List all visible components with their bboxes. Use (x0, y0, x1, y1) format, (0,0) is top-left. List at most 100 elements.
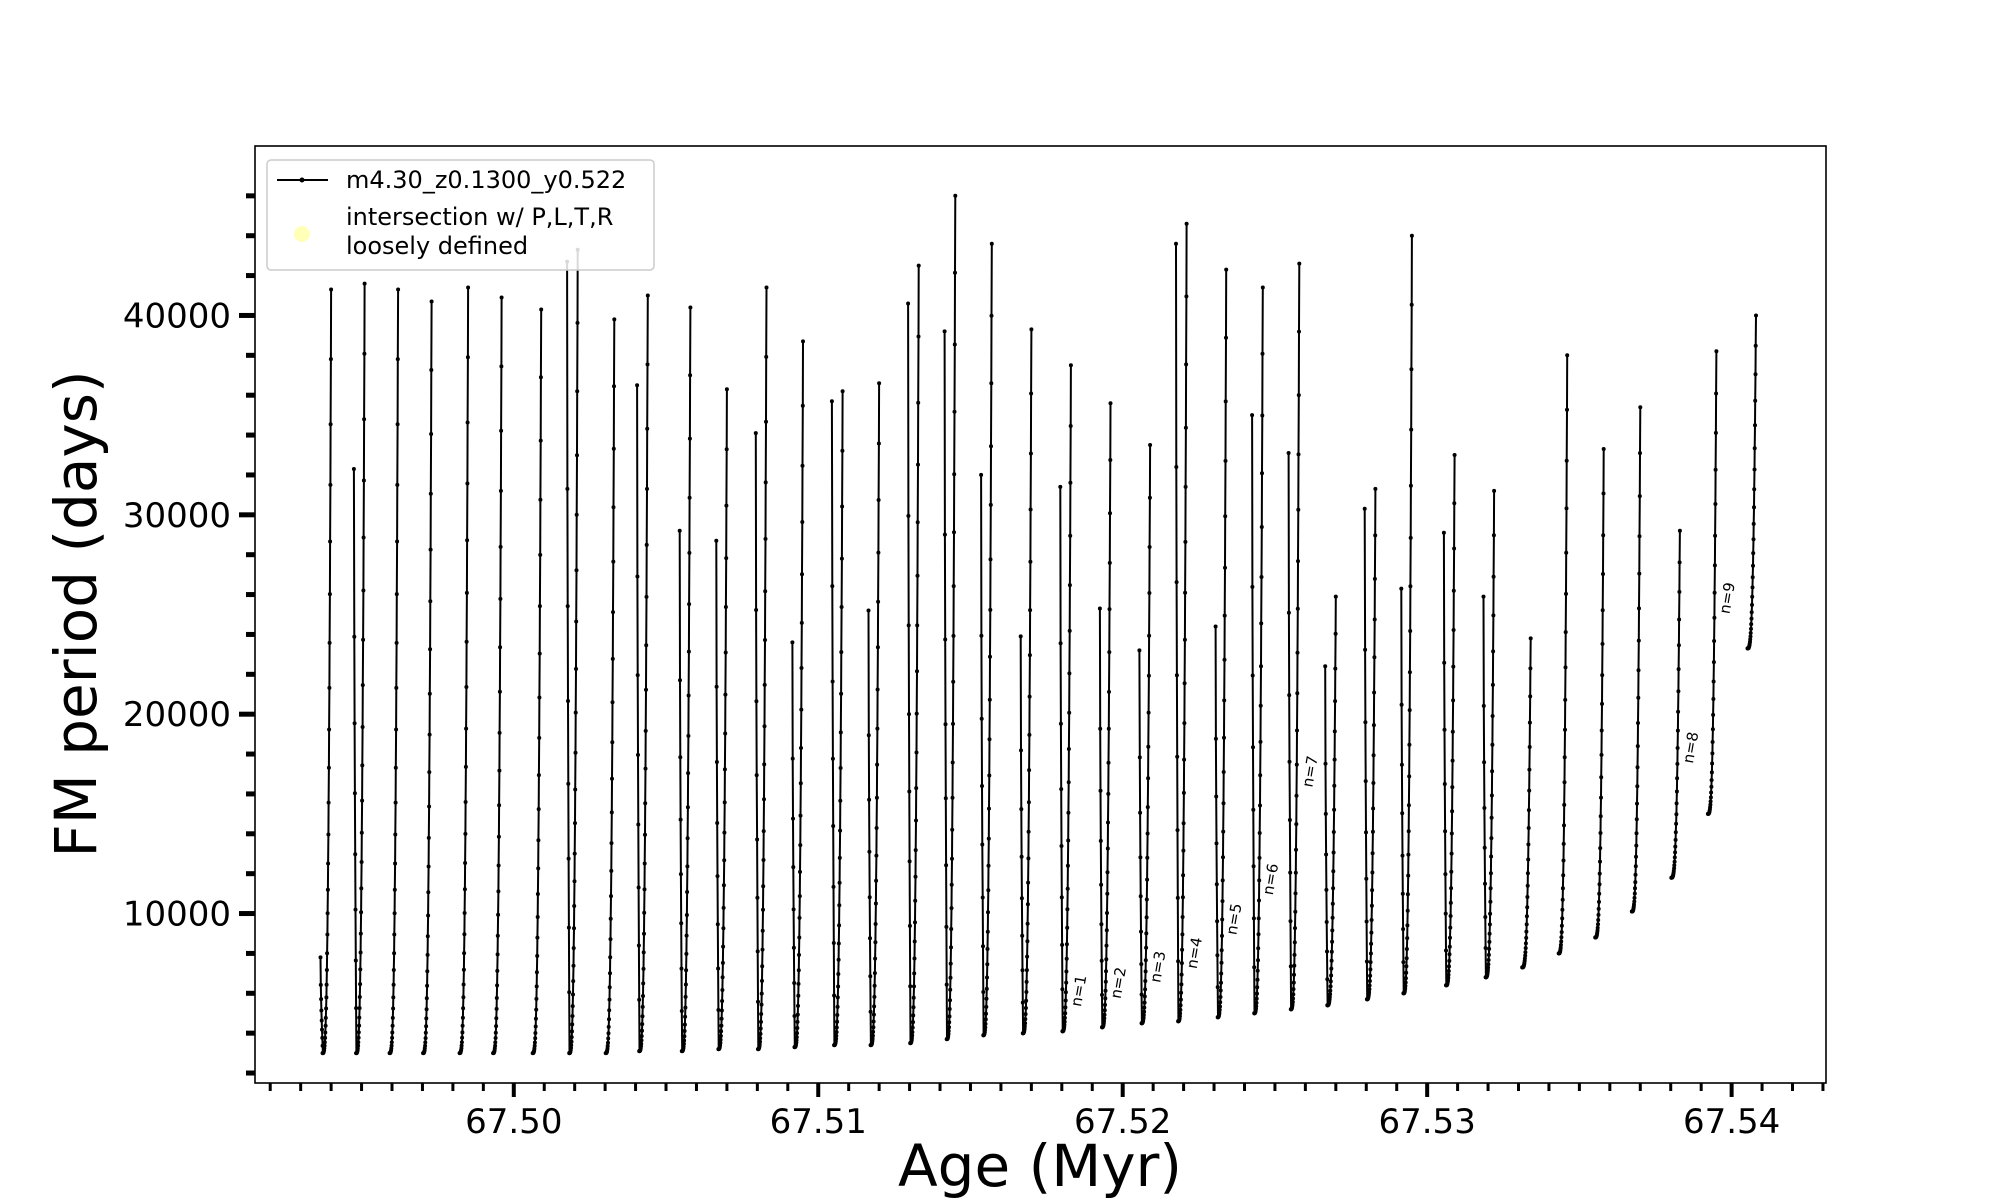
data-point (465, 538, 470, 543)
data-point (1146, 710, 1151, 715)
data-point (1291, 992, 1296, 997)
data-point (460, 1035, 465, 1040)
data-point (1526, 826, 1531, 830)
data-point (684, 933, 689, 938)
data-point (571, 992, 575, 997)
data-point (1527, 767, 1532, 772)
data-point (644, 542, 649, 547)
data-point (1633, 864, 1638, 869)
data-point (791, 865, 796, 870)
data-point (1220, 899, 1225, 904)
data-point (1562, 823, 1566, 828)
data-point (1486, 958, 1491, 962)
data-point (1491, 574, 1496, 579)
data-point (1369, 903, 1374, 908)
data-point (762, 682, 767, 687)
data-point (1482, 760, 1487, 765)
data-point (326, 832, 331, 837)
data-point (873, 922, 878, 926)
data-point (1405, 892, 1410, 897)
data-point (497, 730, 502, 735)
data-point (1291, 987, 1296, 992)
data-point (1067, 583, 1072, 588)
data-point (645, 293, 650, 298)
data-point (640, 1022, 645, 1027)
data-point (1369, 930, 1374, 935)
data-point (1098, 838, 1103, 843)
data-point (1403, 976, 1408, 981)
data-point (1331, 869, 1336, 874)
data-point (1023, 1006, 1028, 1010)
cycle-5 (457, 285, 471, 1056)
data-point (1100, 992, 1104, 997)
series-line (566, 249, 579, 1055)
data-point (1260, 285, 1265, 290)
data-point (1255, 977, 1260, 982)
data-point (459, 1040, 464, 1045)
data-point (840, 448, 845, 453)
data-point (877, 381, 882, 386)
data-point (426, 864, 431, 869)
series-line (1707, 351, 1718, 815)
data-point (981, 990, 986, 994)
series-line (605, 319, 616, 1055)
data-point (1067, 710, 1072, 715)
data-point (1672, 866, 1677, 871)
data-point (1481, 703, 1486, 708)
data-point (1105, 911, 1109, 915)
cycle-15 (829, 389, 845, 1048)
data-point (1406, 873, 1411, 878)
data-point (1296, 507, 1301, 512)
data-point (608, 955, 613, 960)
data-point (1481, 594, 1486, 599)
data-point (538, 438, 543, 443)
data-point (566, 856, 571, 861)
data-point (1714, 349, 1719, 354)
data-point (721, 944, 726, 949)
cycle-31 (1441, 453, 1457, 988)
data-point (723, 731, 728, 736)
data-point (1637, 571, 1642, 576)
data-point (612, 317, 617, 322)
data-point (1524, 914, 1529, 919)
data-point (866, 608, 871, 613)
data-point (1371, 753, 1376, 758)
data-point (1708, 802, 1713, 807)
data-point (1183, 539, 1188, 544)
data-point (1295, 606, 1300, 611)
data-point (1409, 302, 1414, 307)
data-point (792, 1014, 797, 1018)
data-point (464, 590, 469, 595)
data-point (1221, 770, 1226, 774)
data-point (1373, 533, 1378, 538)
data-point (328, 482, 333, 487)
data-point (838, 828, 843, 833)
cycle-11 (677, 305, 693, 1054)
data-point (1068, 533, 1073, 538)
data-point (1561, 858, 1566, 863)
data-point (952, 409, 957, 414)
data-point (951, 584, 956, 589)
data-point (868, 974, 873, 979)
data-point (323, 1015, 328, 1020)
data-point (392, 911, 397, 916)
data-point (1404, 956, 1409, 961)
data-point (1147, 495, 1152, 500)
cycle-17 (906, 263, 921, 1046)
data-point (1488, 911, 1493, 916)
data-point (1332, 757, 1337, 762)
data-point (611, 559, 616, 564)
data-point (872, 971, 877, 976)
data-point (429, 368, 434, 372)
cycle-20 (1018, 327, 1034, 1036)
data-point (1224, 267, 1229, 272)
data-point (1295, 691, 1300, 696)
data-point (325, 887, 330, 892)
data-point (1748, 634, 1753, 639)
data-point (791, 816, 795, 821)
data-point (1710, 761, 1715, 766)
data-point (979, 472, 984, 477)
data-point (1219, 960, 1224, 965)
data-point (1250, 413, 1255, 418)
data-point (1296, 452, 1301, 457)
